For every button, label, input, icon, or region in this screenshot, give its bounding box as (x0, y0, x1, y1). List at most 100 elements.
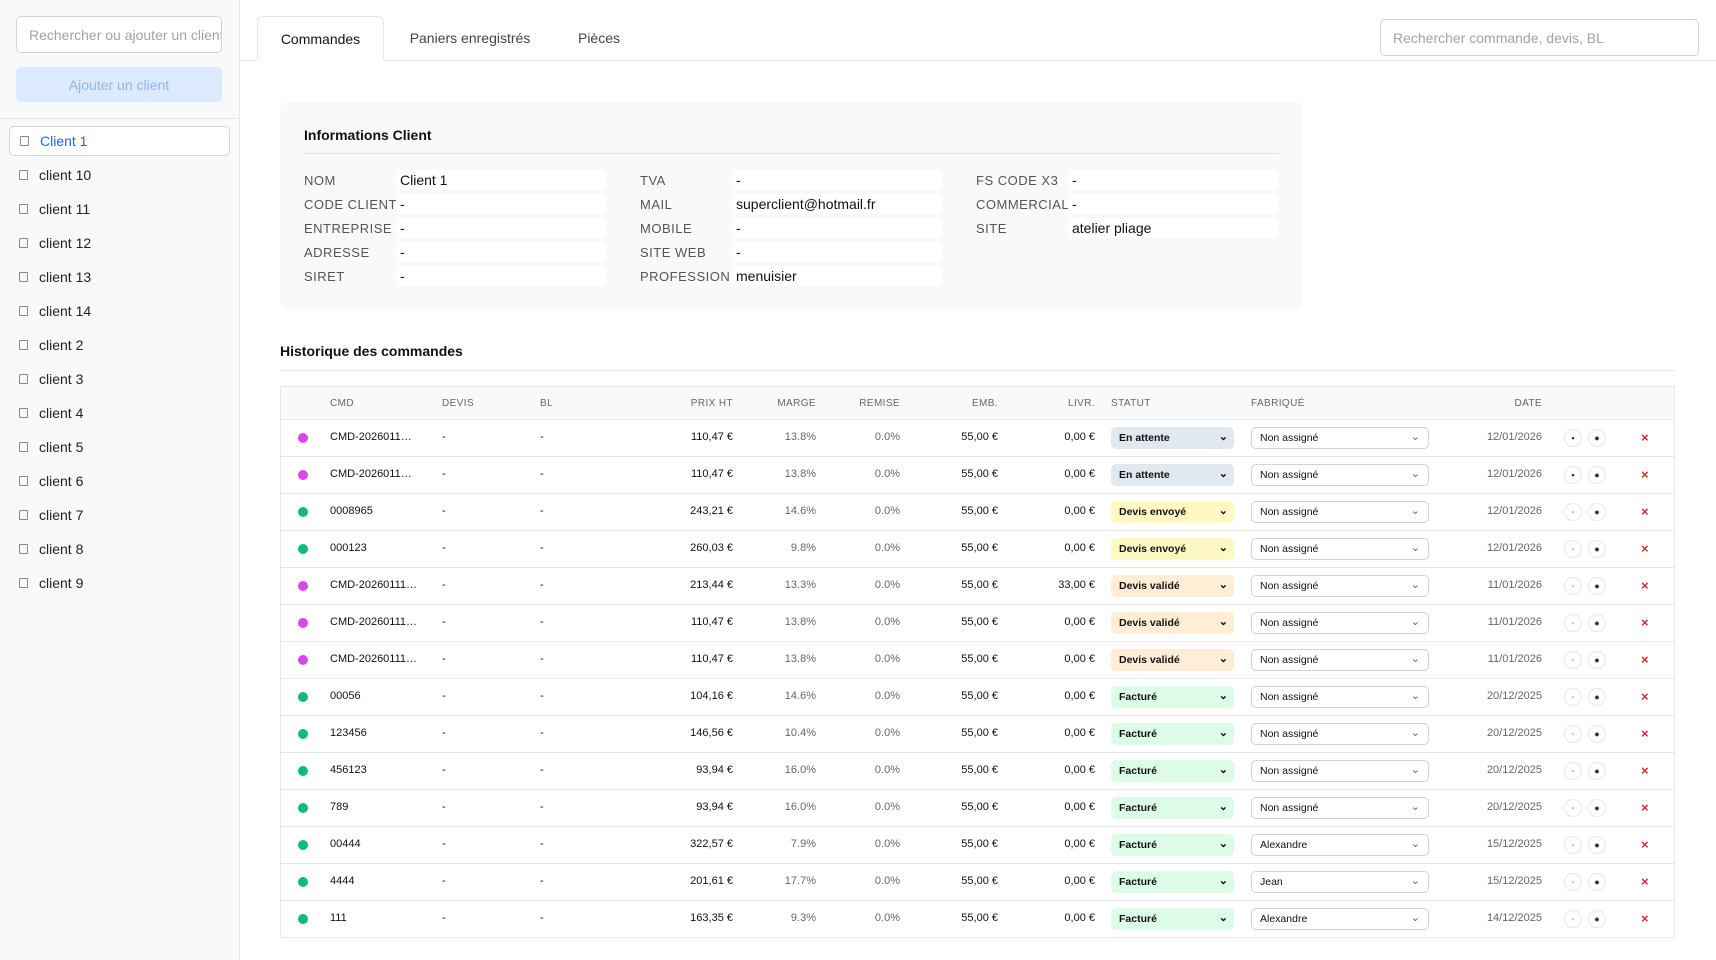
view-button[interactable]: ● (1588, 428, 1606, 447)
view-button[interactable]: ● (1588, 502, 1606, 521)
view-button[interactable]: ● (1588, 798, 1606, 817)
client-search[interactable]: Rechercher ou ajouter un client (16, 16, 222, 53)
view-button[interactable]: ● (1588, 724, 1606, 743)
client-item[interactable]: client 5 (9, 432, 230, 462)
client-item[interactable]: client 7 (9, 500, 230, 530)
view-button[interactable]: ● (1588, 650, 1606, 669)
cart-button[interactable]: ▪ (1564, 650, 1582, 669)
status-select[interactable]: Devis envoyé ⌄ (1111, 500, 1234, 523)
chevron: ⌄ (1410, 726, 1420, 739)
delete-button[interactable]: × (1641, 688, 1649, 704)
delete-button[interactable]: × (1641, 466, 1649, 482)
field-value: - (1068, 170, 1279, 190)
view-button[interactable]: ● (1588, 576, 1606, 595)
status-select[interactable]: Devis validé ⌄ (1111, 574, 1234, 597)
delete-button[interactable]: × (1641, 910, 1649, 926)
client-item[interactable]: Client 1 (9, 126, 230, 156)
status-select[interactable]: Facturé ⌄ (1111, 759, 1234, 782)
status-select[interactable]: Devis validé ⌄ (1111, 648, 1234, 671)
view-button[interactable]: ● (1588, 465, 1606, 484)
row-divider (281, 826, 1674, 827)
client-item[interactable]: client 10 (9, 160, 230, 190)
status-select[interactable]: En attente ⌄ (1111, 426, 1234, 449)
fabrique-select[interactable]: Alexandre ⌄ (1251, 833, 1429, 856)
delete-button[interactable]: × (1641, 540, 1649, 556)
view-button[interactable]: ● (1588, 761, 1606, 780)
delete-button[interactable]: × (1641, 577, 1649, 593)
fabrique-select[interactable]: Non assigné ⌄ (1251, 611, 1429, 634)
delete-button[interactable]: × (1641, 762, 1649, 778)
status-select[interactable]: Devis envoyé ⌄ (1111, 537, 1234, 560)
client-item[interactable]: client 8 (9, 534, 230, 564)
client-item[interactable]: client 11 (9, 194, 230, 224)
cart-button[interactable]: ▪ (1564, 798, 1582, 817)
fabrique-select[interactable]: Non assigné ⌄ (1251, 574, 1429, 597)
client-item[interactable]: client 4 (9, 398, 230, 428)
status-dot (298, 432, 308, 443)
fabrique-select[interactable]: Non assigné ⌄ (1251, 759, 1429, 782)
client-item[interactable]: client 9 (9, 568, 230, 598)
cart-button[interactable]: ▪ (1564, 872, 1582, 891)
delete-button[interactable]: × (1641, 836, 1649, 852)
fabrique-select[interactable]: Non assigné ⌄ (1251, 463, 1429, 486)
tab[interactable]: Paniers enregistrés (409, 30, 531, 46)
client-item[interactable]: client 13 (9, 262, 230, 292)
add-client-button[interactable]: Ajouter un client (16, 67, 222, 102)
delete-button[interactable]: × (1641, 614, 1649, 630)
delete-button[interactable]: × (1641, 799, 1649, 815)
fabrique-select[interactable]: Non assigné ⌄ (1251, 426, 1429, 449)
cart-button[interactable]: ▪ (1564, 835, 1582, 854)
chevron: ⌄ (1218, 430, 1228, 443)
cart-button[interactable]: ▪ (1564, 724, 1582, 743)
status-select[interactable]: Facturé ⌄ (1111, 796, 1234, 819)
delete-button[interactable]: × (1641, 725, 1649, 741)
view-button[interactable]: ● (1588, 835, 1606, 854)
cart-button[interactable]: ▪ (1564, 687, 1582, 706)
view-button[interactable]: ● (1588, 909, 1606, 928)
cart-button[interactable]: ▪ (1564, 576, 1582, 595)
view-button[interactable]: ● (1588, 872, 1606, 891)
tab[interactable]: Pièces (577, 30, 621, 46)
fabrique-select[interactable]: Alexandre ⌄ (1251, 907, 1429, 930)
cell: - (540, 504, 544, 517)
fabrique-select[interactable]: Non assigné ⌄ (1251, 500, 1429, 523)
delete-button[interactable]: × (1641, 651, 1649, 667)
cart-button[interactable]: ▪ (1564, 539, 1582, 558)
order-search[interactable]: Rechercher commande, devis, BL (1380, 19, 1699, 56)
status-select[interactable]: Facturé ⌄ (1111, 870, 1234, 893)
tab[interactable]: Commandes (257, 16, 384, 61)
cart-button[interactable]: ▪ (1564, 613, 1582, 632)
cell: 55,00 € (961, 652, 998, 665)
fabrique-select[interactable]: Non assigné ⌄ (1251, 722, 1429, 745)
status-select[interactable]: En attente ⌄ (1111, 463, 1234, 486)
cart-button[interactable]: ▪ (1564, 428, 1582, 447)
status-select[interactable]: Facturé ⌄ (1111, 722, 1234, 745)
field-value: superclient@hotmail.fr (732, 194, 943, 214)
delete-button[interactable]: × (1641, 873, 1649, 889)
status-select[interactable]: Facturé ⌄ (1111, 685, 1234, 708)
cell: 0.0% (874, 541, 900, 554)
fabrique-select[interactable]: Non assigné ⌄ (1251, 648, 1429, 671)
fabrique-select[interactable]: Non assigné ⌄ (1251, 796, 1429, 819)
view-button[interactable]: ● (1588, 613, 1606, 632)
fabrique-select[interactable]: Jean ⌄ (1251, 870, 1429, 893)
status-select[interactable]: Facturé ⌄ (1111, 833, 1234, 856)
client-item[interactable]: client 2 (9, 330, 230, 360)
divider (304, 153, 1279, 154)
status-select[interactable]: Devis validé ⌄ (1111, 611, 1234, 634)
view-button[interactable]: ● (1588, 539, 1606, 558)
fabrique-select[interactable]: Non assigné ⌄ (1251, 685, 1429, 708)
cart-button[interactable]: ▪ (1564, 465, 1582, 484)
client-item[interactable]: client 14 (9, 296, 230, 326)
delete-button[interactable]: × (1641, 503, 1649, 519)
status-select[interactable]: Facturé ⌄ (1111, 907, 1234, 930)
client-item[interactable]: client 6 (9, 466, 230, 496)
fabrique-select[interactable]: Non assigné ⌄ (1251, 537, 1429, 560)
view-button[interactable]: ● (1588, 687, 1606, 706)
client-item[interactable]: client 12 (9, 228, 230, 258)
client-item[interactable]: client 3 (9, 364, 230, 394)
cart-button[interactable]: ▪ (1564, 761, 1582, 780)
cart-button[interactable]: ▪ (1564, 502, 1582, 521)
delete-button[interactable]: × (1641, 429, 1649, 445)
cart-button[interactable]: ▪ (1564, 909, 1582, 928)
